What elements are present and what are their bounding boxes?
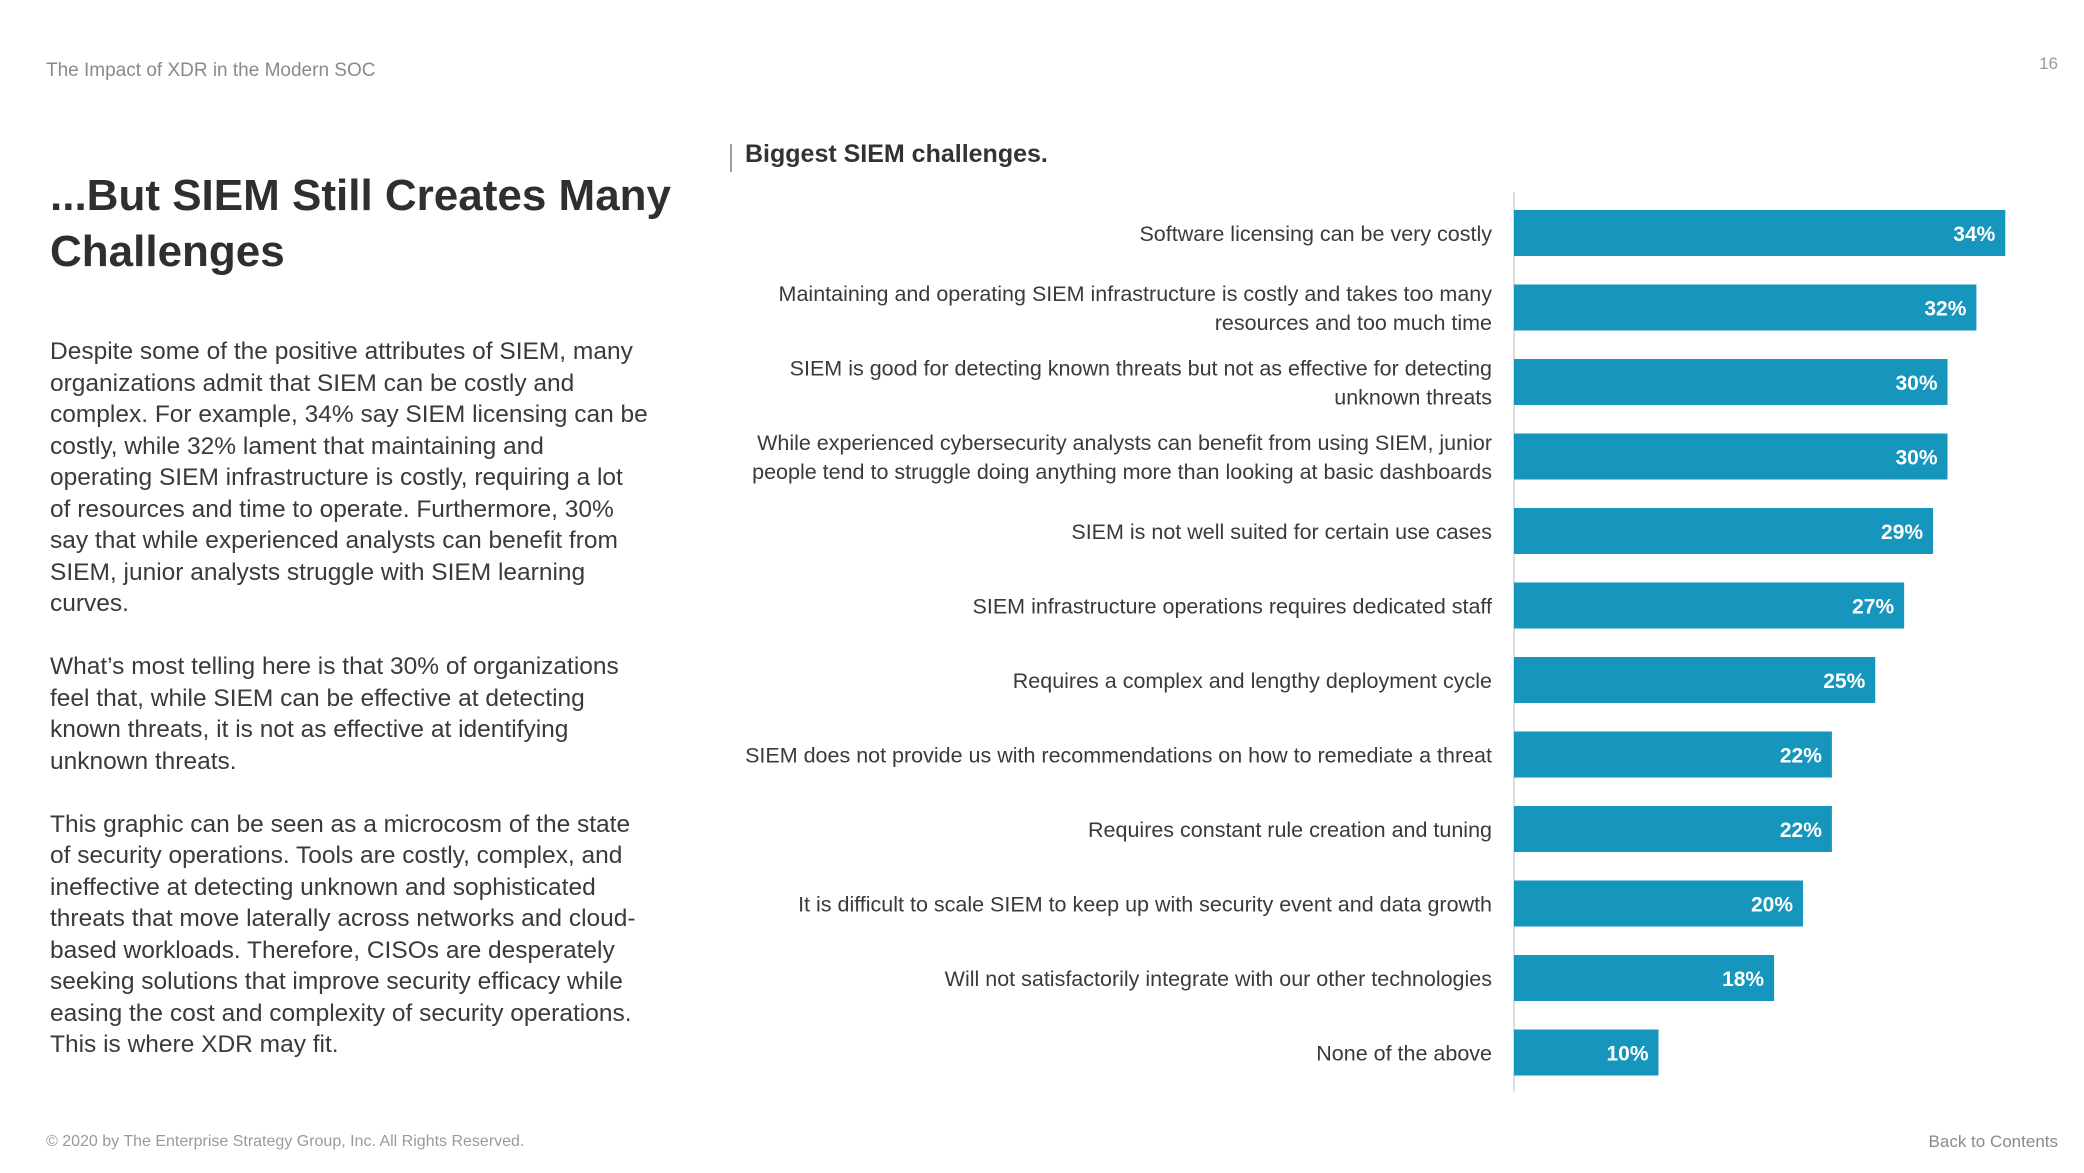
- body-text: Despite some of the positive attributes …: [50, 336, 650, 1092]
- bar-value-label: 30%: [1895, 447, 1937, 470]
- bar: [1514, 582, 1905, 629]
- bar: [1514, 359, 1948, 405]
- bar-value-label: 22%: [1780, 745, 1822, 768]
- bar-value-label: 32%: [1924, 298, 1966, 321]
- bar: [1514, 955, 1775, 1001]
- category-label: Will not satisfactorily integrate with o…: [945, 967, 1492, 991]
- bar-value-label: 25%: [1823, 670, 1865, 693]
- category-label: Maintaining and operating SIEM infrastru…: [779, 282, 1493, 306]
- bar: [1514, 880, 1803, 927]
- chart-title-accent: [730, 144, 732, 172]
- back-to-contents-link[interactable]: Back to Contents: [1928, 1132, 2058, 1151]
- paragraph-2: What’s most telling here is that 30% of …: [50, 653, 619, 775]
- category-label: unknown threats: [1334, 386, 1492, 410]
- bar: [1514, 508, 1934, 554]
- category-label: It is difficult to scale SIEM to keep up…: [798, 893, 1492, 917]
- category-label: Software licensing can be very costly: [1139, 222, 1492, 246]
- bar-value-label: 29%: [1881, 521, 1923, 544]
- bar-value-label: 10%: [1606, 1043, 1648, 1066]
- bar-value-label: 20%: [1751, 894, 1793, 917]
- paragraph-1: Despite some of the positive attributes …: [50, 338, 648, 617]
- bar: [1514, 1029, 1659, 1076]
- bar-value-label: 18%: [1722, 968, 1764, 991]
- page-number: 16: [2039, 54, 2058, 73]
- category-label: Requires constant rule creation and tuni…: [1088, 818, 1492, 842]
- copyright-notice: © 2020 by The Enterprise Strategy Group,…: [46, 1133, 525, 1150]
- bar-value-label: 34%: [1953, 223, 1995, 246]
- paragraph-3: This graphic can be seen as a microcosm …: [50, 810, 636, 1059]
- bar-value-label: 30%: [1895, 372, 1937, 395]
- bar: [1514, 657, 1876, 703]
- page-title: ...But SIEM Still Creates Many Challenge…: [50, 171, 672, 276]
- category-label: While experienced cybersecurity analysts…: [757, 431, 1492, 455]
- category-label: SIEM is good for detecting known threats…: [790, 357, 1492, 381]
- bar: [1514, 731, 1832, 778]
- category-label: None of the above: [1316, 1042, 1492, 1066]
- chart-title: Biggest SIEM challenges.: [745, 140, 1048, 168]
- category-label: SIEM infrastructure operations requires …: [973, 595, 1492, 619]
- bar-value-label: 22%: [1780, 819, 1822, 842]
- bar: [1514, 284, 1977, 331]
- bar: [1514, 433, 1948, 480]
- running-header: The Impact of XDR in the Modern SOC: [46, 60, 376, 81]
- category-label: SIEM does not provide us with recommenda…: [745, 744, 1492, 768]
- category-label: resources and too much time: [1215, 311, 1492, 335]
- bar: [1514, 806, 1832, 852]
- category-label: people tend to struggle doing anything m…: [752, 460, 1492, 484]
- category-label: Requires a complex and lengthy deploymen…: [1013, 669, 1492, 693]
- bar: [1514, 210, 2006, 256]
- bar-value-label: 27%: [1852, 596, 1894, 619]
- category-label: SIEM is not well suited for certain use …: [1071, 520, 1492, 544]
